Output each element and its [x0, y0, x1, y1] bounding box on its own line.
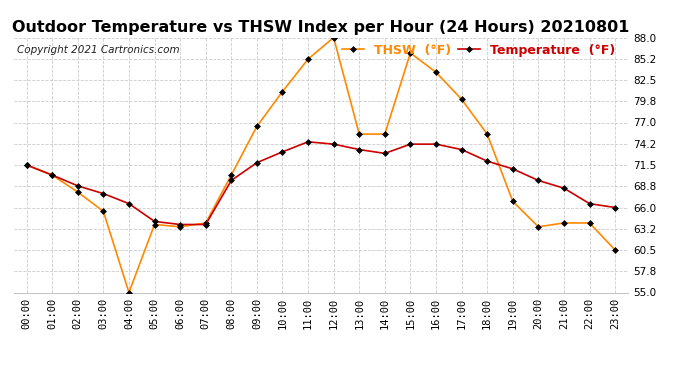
- THSW  (°F): [253, 124, 261, 129]
- Temperature  (°F): [227, 178, 235, 183]
- Temperature  (°F): [509, 166, 517, 171]
- Line: Temperature  (°F): Temperature (°F): [25, 140, 617, 226]
- Temperature  (°F): [304, 140, 312, 144]
- THSW  (°F): [483, 132, 491, 136]
- THSW  (°F): [150, 222, 159, 227]
- Temperature  (°F): [381, 151, 389, 156]
- THSW  (°F): [355, 132, 364, 136]
- Temperature  (°F): [611, 205, 619, 210]
- Temperature  (°F): [201, 222, 210, 227]
- Temperature  (°F): [125, 201, 133, 206]
- THSW  (°F): [457, 97, 466, 102]
- THSW  (°F): [585, 221, 593, 225]
- THSW  (°F): [227, 173, 235, 177]
- THSW  (°F): [278, 89, 286, 94]
- THSW  (°F): [406, 51, 415, 55]
- THSW  (°F): [381, 132, 389, 136]
- Temperature  (°F): [483, 159, 491, 164]
- Line: THSW  (°F): THSW (°F): [25, 35, 617, 295]
- THSW  (°F): [304, 57, 312, 62]
- Temperature  (°F): [406, 142, 415, 146]
- THSW  (°F): [74, 190, 82, 194]
- THSW  (°F): [509, 199, 517, 204]
- Temperature  (°F): [278, 150, 286, 154]
- Temperature  (°F): [253, 160, 261, 165]
- THSW  (°F): [432, 70, 440, 75]
- THSW  (°F): [23, 163, 31, 167]
- Temperature  (°F): [150, 219, 159, 224]
- Text: Copyright 2021 Cartronics.com: Copyright 2021 Cartronics.com: [17, 45, 179, 55]
- THSW  (°F): [560, 221, 568, 225]
- THSW  (°F): [534, 225, 542, 229]
- Temperature  (°F): [432, 142, 440, 146]
- Temperature  (°F): [48, 173, 57, 177]
- THSW  (°F): [125, 290, 133, 295]
- Temperature  (°F): [457, 147, 466, 152]
- THSW  (°F): [176, 225, 184, 229]
- Temperature  (°F): [585, 201, 593, 206]
- Temperature  (°F): [74, 184, 82, 188]
- THSW  (°F): [330, 35, 338, 40]
- THSW  (°F): [48, 173, 57, 177]
- THSW  (°F): [99, 209, 108, 214]
- Temperature  (°F): [534, 178, 542, 183]
- THSW  (°F): [611, 248, 619, 252]
- Temperature  (°F): [23, 163, 31, 167]
- Title: Outdoor Temperature vs THSW Index per Hour (24 Hours) 20210801: Outdoor Temperature vs THSW Index per Ho…: [12, 20, 629, 35]
- Temperature  (°F): [355, 147, 364, 152]
- Legend: THSW  (°F), Temperature  (°F): THSW (°F), Temperature (°F): [337, 39, 620, 62]
- THSW  (°F): [201, 221, 210, 225]
- Temperature  (°F): [99, 191, 108, 196]
- Temperature  (°F): [560, 186, 568, 190]
- Temperature  (°F): [330, 142, 338, 146]
- Temperature  (°F): [176, 222, 184, 227]
